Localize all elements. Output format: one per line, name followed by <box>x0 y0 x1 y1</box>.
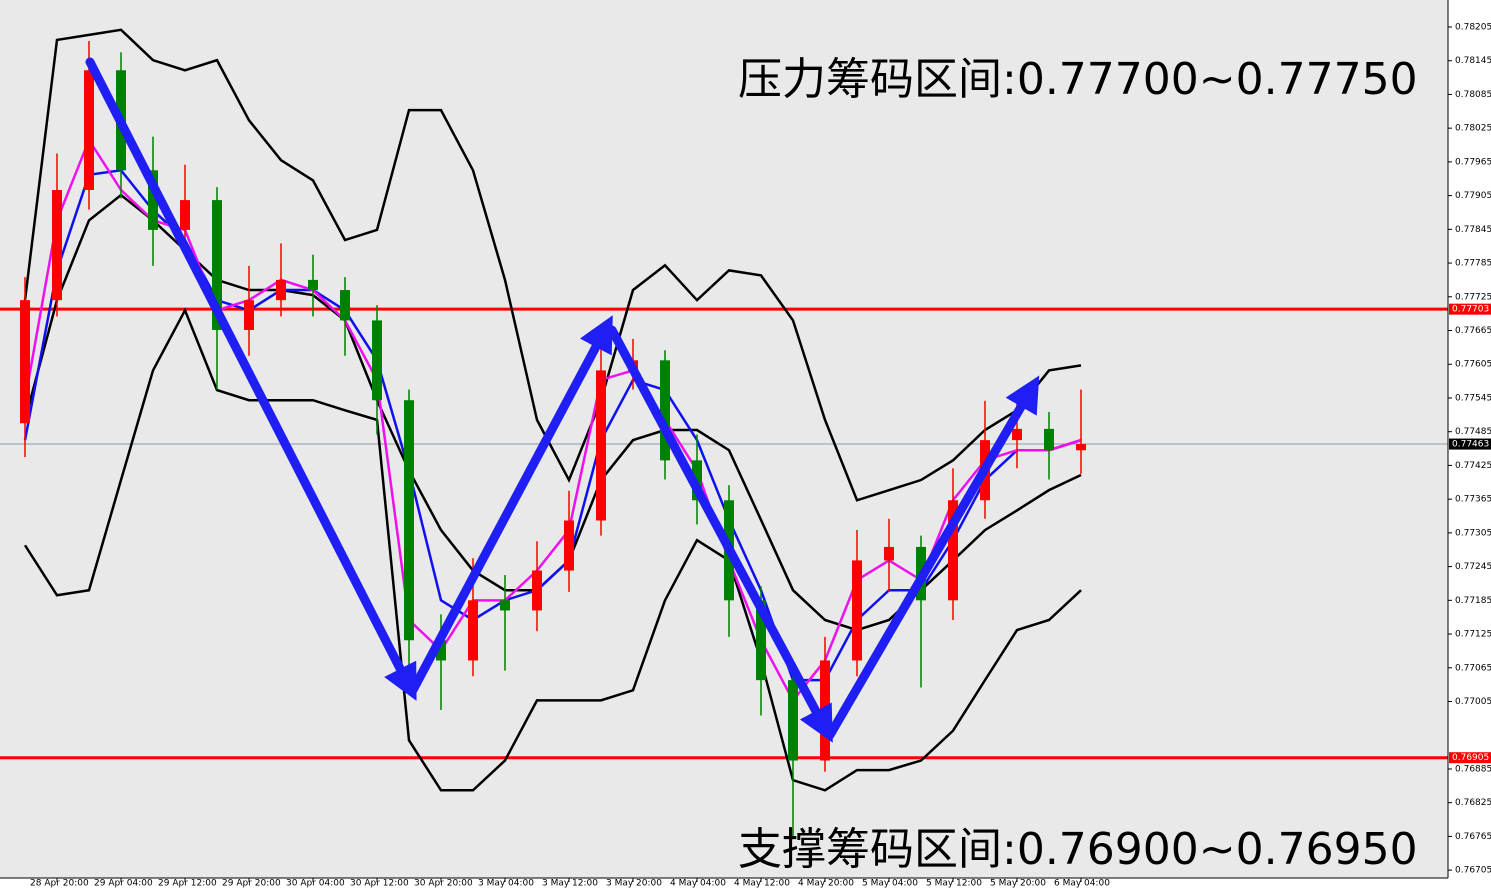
y-tick-label: 0.78085 <box>1455 90 1491 100</box>
y-tick-label: 0.77665 <box>1455 326 1491 336</box>
y-tick-label: 0.77725 <box>1455 292 1491 302</box>
x-tick-label: 28 Apr 20:00 <box>30 879 89 889</box>
candle-body <box>372 320 382 401</box>
x-tick-label: 4 May 04:00 <box>670 879 726 889</box>
x-tick-label: 3 May 04:00 <box>478 879 534 889</box>
candle-body <box>308 279 318 291</box>
candle-body <box>20 300 30 424</box>
candle-body <box>788 680 798 761</box>
x-tick-label: 30 Apr 12:00 <box>350 879 409 889</box>
x-tick-label: 4 May 20:00 <box>798 879 854 889</box>
candle-body <box>84 70 94 190</box>
price-box <box>1449 752 1491 764</box>
y-tick-label: 0.77965 <box>1455 157 1491 167</box>
x-tick-label: 4 May 12:00 <box>734 879 790 889</box>
y-tick-label: 0.77545 <box>1455 393 1491 403</box>
y-tick-label: 0.77365 <box>1455 495 1491 505</box>
candle-body <box>884 546 894 561</box>
y-tick-label: 0.77125 <box>1455 630 1491 640</box>
x-tick-label: 30 Apr 20:00 <box>414 879 473 889</box>
candle-body <box>276 279 286 301</box>
candle-body <box>180 200 190 230</box>
price-box <box>1449 438 1491 450</box>
annotation: 支撑筹码区间:0.76900~0.76950 <box>738 824 1418 875</box>
candle-body <box>212 200 222 330</box>
price-label: 0.76905 <box>1452 753 1489 763</box>
candle-body <box>948 500 958 601</box>
candle-body <box>564 520 574 571</box>
x-tick-label: 5 May 12:00 <box>926 879 982 889</box>
x-tick-label: 3 May 20:00 <box>606 879 662 889</box>
y-tick-label: 0.76705 <box>1455 866 1491 876</box>
trend-arrows <box>85 57 1040 743</box>
price-box <box>1449 303 1491 315</box>
x-tick-label: 29 Apr 20:00 <box>222 879 281 889</box>
candle-body <box>756 600 766 681</box>
candle-body <box>852 560 862 661</box>
x-tick-label: 30 Apr 04:00 <box>286 879 345 889</box>
y-tick-label: 0.76765 <box>1455 832 1491 842</box>
candle-body <box>468 600 478 661</box>
y-tick-label: 0.77065 <box>1455 663 1491 673</box>
x-tick-label: 29 Apr 12:00 <box>158 879 217 889</box>
x-tick-label: 6 May 04:00 <box>1054 879 1110 889</box>
plot-area <box>0 0 1448 878</box>
y-tick-label: 0.77605 <box>1455 360 1491 370</box>
y-tick-label: 0.78145 <box>1455 56 1491 66</box>
annotation: 压力筹码区间:0.77700~0.77750 <box>738 54 1418 105</box>
candle-body <box>404 400 414 641</box>
candle-body <box>1076 444 1086 451</box>
y-tick-label: 0.76825 <box>1455 798 1491 808</box>
y-tick-label: 0.77485 <box>1455 427 1491 437</box>
y-tick-label: 0.77845 <box>1455 225 1491 235</box>
price-label: 0.77463 <box>1452 440 1489 450</box>
y-tick-label: 0.78205 <box>1455 22 1491 32</box>
y-tick-label: 0.77785 <box>1455 259 1491 269</box>
candle-body <box>340 290 350 321</box>
x-tick-label: 29 Apr 04:00 <box>94 879 153 889</box>
candle-body <box>1012 428 1022 441</box>
y-tick-label: 0.78025 <box>1455 124 1491 134</box>
y-tick-label: 0.77245 <box>1455 562 1491 572</box>
y-tick-label: 0.77185 <box>1455 596 1491 606</box>
candle-body <box>436 640 446 661</box>
overlay-line <box>23 307 1082 792</box>
y-tick-label: 0.77425 <box>1455 461 1491 471</box>
candle-body <box>500 600 510 611</box>
x-tick-label: 5 May 04:00 <box>862 879 918 889</box>
candle-body <box>820 660 830 761</box>
candle-body <box>52 189 62 301</box>
candle-body <box>244 300 254 330</box>
y-tick-label: 0.76885 <box>1455 764 1491 774</box>
candle-body <box>148 170 158 230</box>
x-tick-label: 3 May 12:00 <box>542 879 598 889</box>
y-tick-label: 0.77305 <box>1455 528 1491 538</box>
candle-body <box>660 360 670 461</box>
y-tick-label: 0.77005 <box>1455 697 1491 707</box>
overlay-line <box>23 28 1082 502</box>
x-tick-label: 5 May 20:00 <box>990 879 1046 889</box>
price-label: 0.77703 <box>1452 305 1489 315</box>
candle-body <box>1044 428 1054 451</box>
candle-body <box>532 570 542 611</box>
y-tick-label: 0.77905 <box>1455 191 1491 201</box>
candle-body <box>596 370 606 521</box>
